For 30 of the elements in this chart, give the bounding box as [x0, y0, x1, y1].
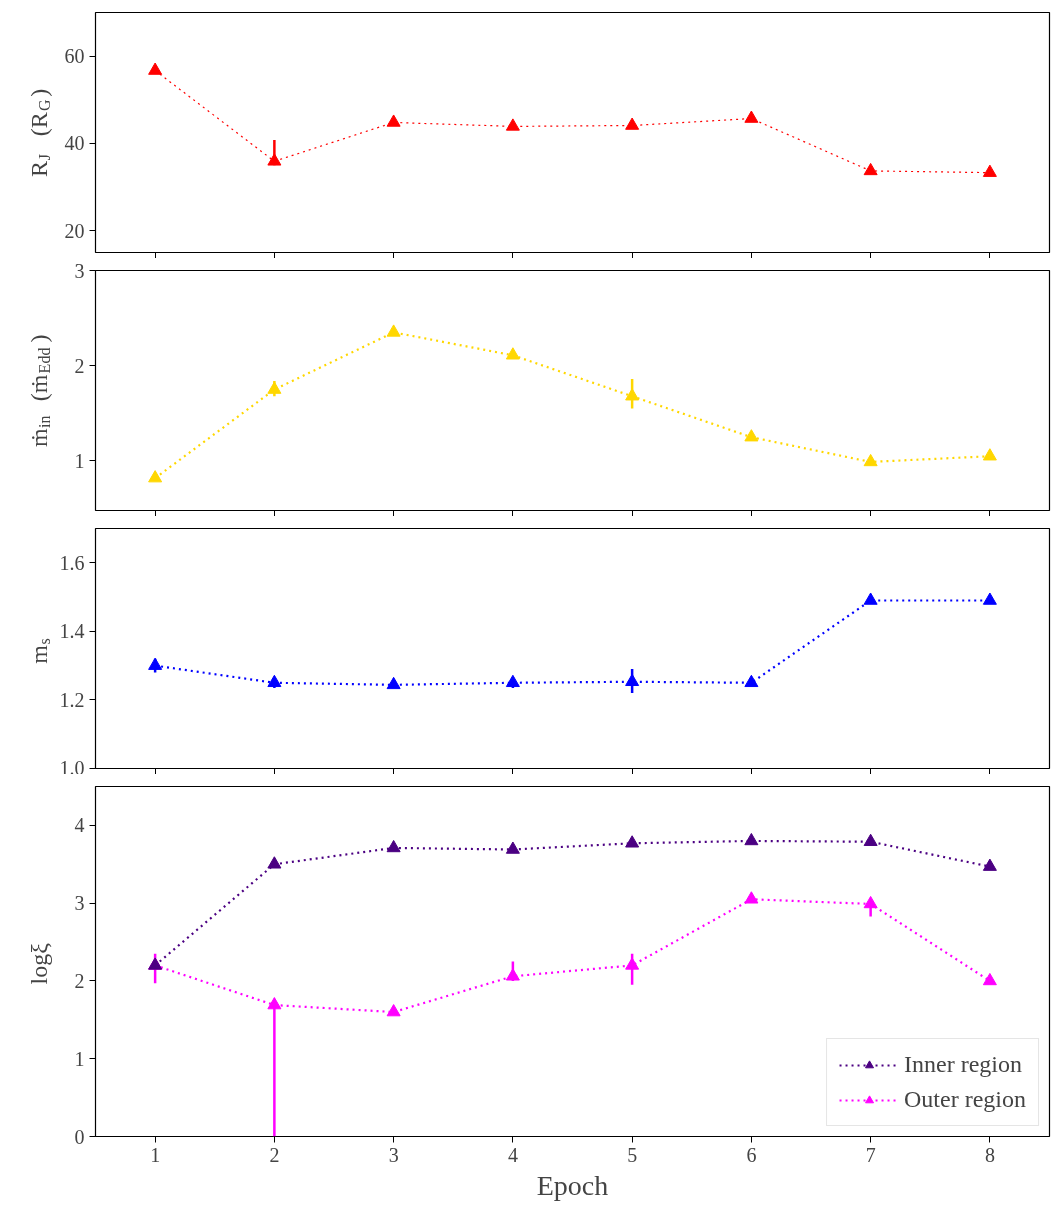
x-tick-label: 2 [269, 1143, 280, 1166]
y-tick-label: 20 [64, 219, 85, 242]
x-tick-label: 5 [627, 1143, 638, 1166]
x-tick-label: 1 [150, 1143, 161, 1166]
y-tick-label: 1.0 [59, 756, 85, 779]
legend-label: Inner region [904, 1051, 1022, 1078]
y-tick-label: 40 [64, 132, 85, 155]
y-tick-label: 60 [64, 45, 85, 68]
y-axis-title: logξ [25, 942, 52, 985]
x-tick-label: 8 [984, 1143, 995, 1166]
y-tick-label: 0 [74, 1125, 85, 1148]
y-tick-label: 3 [74, 259, 85, 282]
y-tick-label: 1.2 [59, 688, 85, 711]
y-tick-label: 4 [74, 814, 85, 837]
y-axis-title: ms [25, 638, 53, 664]
y-tick-label: 1 [74, 449, 85, 472]
y-axis-title: RJ (RG) [25, 88, 53, 177]
x-axis-title: Epoch [536, 1169, 609, 1201]
y-axis-title: ṁin (ṁEdd) [25, 334, 53, 448]
x-tick-label: 7 [865, 1143, 876, 1166]
legend-label: Outer region [904, 1086, 1026, 1113]
y-tick-label: 1.6 [59, 551, 85, 574]
x-tick-label: 4 [507, 1143, 518, 1166]
y-tick-label: 1 [74, 1047, 85, 1070]
x-tick-label: 3 [388, 1143, 399, 1166]
y-tick-label: 1.4 [59, 620, 85, 643]
y-tick-label: 3 [74, 892, 85, 915]
y-tick-label: 2 [74, 969, 85, 992]
y-tick-label: 2 [74, 354, 85, 377]
x-tick-label: 6 [746, 1143, 757, 1166]
